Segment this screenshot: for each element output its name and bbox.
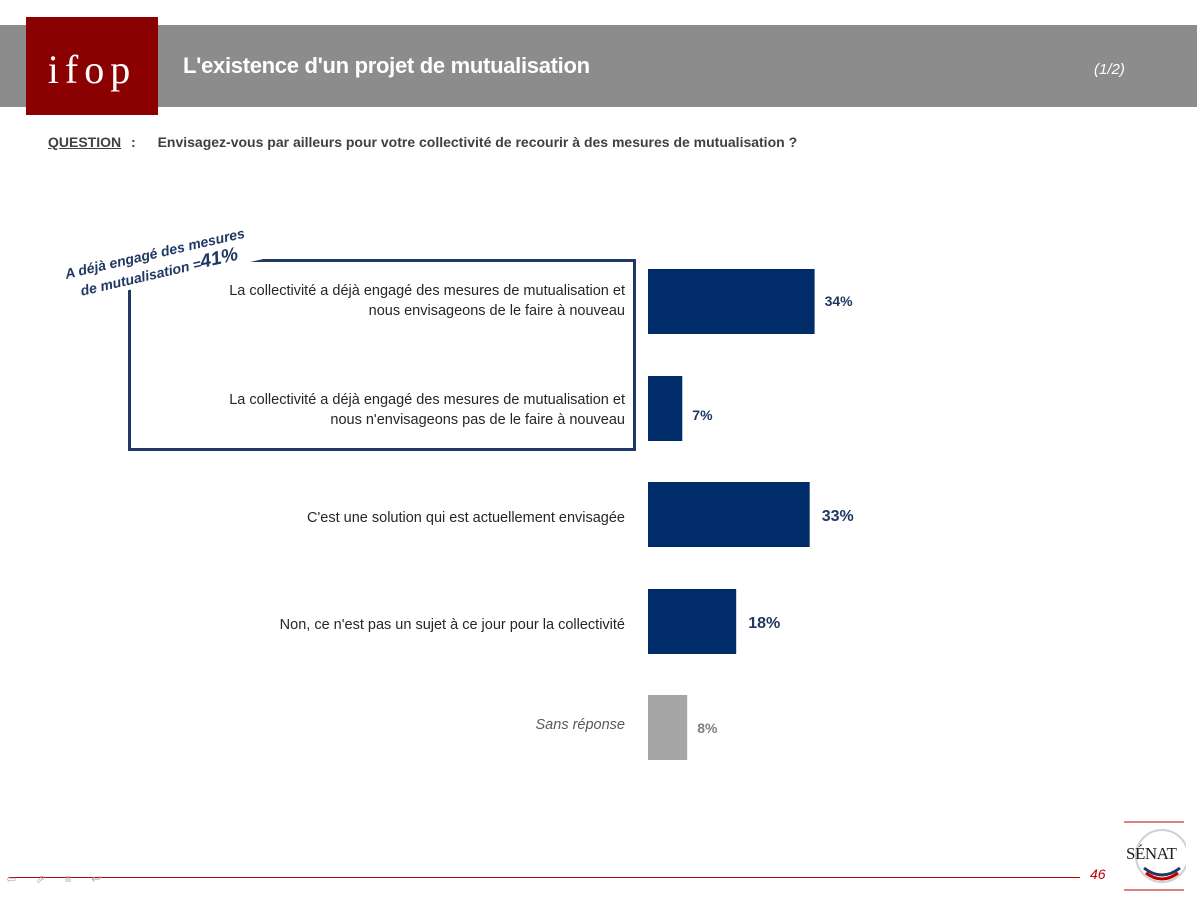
value-label-5: 8% xyxy=(697,720,718,736)
category-label-1-line-1: La collectivité a déjà engagé des mesure… xyxy=(229,283,625,299)
category-label-2-line-1: La collectivité a déjà engagé des mesure… xyxy=(229,392,625,408)
question-separator: : xyxy=(131,134,136,150)
nav-arrows-icon: ⇦ ⇗ ≡ ↩ xyxy=(6,872,110,886)
footer-line xyxy=(8,877,1080,878)
category-label-5-line-1: Sans réponse xyxy=(535,717,625,733)
category-label-2: La collectivité a déjà engagé des mesure… xyxy=(229,390,625,430)
page-number: 46 xyxy=(1090,866,1106,882)
bar-4 xyxy=(648,589,737,654)
value-label-1: 34% xyxy=(825,293,854,309)
senat-logo-text: SÉNAT xyxy=(1126,844,1177,863)
value-label-4: 18% xyxy=(748,615,780,632)
category-label-4-line-1: Non, ce n'est pas un sujet à ce jour pou… xyxy=(279,616,625,633)
question-text: Envisagez-vous par ailleurs pour votre c… xyxy=(157,134,798,150)
category-label-2-line-2: nous n'envisageons pas de le faire à nou… xyxy=(330,412,625,428)
page-part-indicator: (1/2) xyxy=(1094,61,1125,78)
bar-5 xyxy=(648,695,688,760)
senat-logo-icon xyxy=(1124,821,1186,891)
category-label-1: La collectivité a déjà engagé des mesure… xyxy=(229,281,625,321)
bar-3 xyxy=(648,482,810,547)
category-label-3: C'est une solution qui est actuellement … xyxy=(307,508,625,528)
group-bracket-box xyxy=(128,259,636,451)
logo-text: ifop xyxy=(48,47,136,92)
question-line: QUESTION : Envisagez-vous par ailleurs p… xyxy=(48,134,797,150)
page-title: L'existence d'un projet de mutualisation xyxy=(183,53,590,78)
bar-2 xyxy=(648,376,683,441)
category-label-1-line-2: nous envisageons de le faire à nouveau xyxy=(368,303,625,319)
value-label-3: 33% xyxy=(822,508,854,525)
value-label-2: 7% xyxy=(692,407,713,423)
ifop-logo: ifop xyxy=(26,17,158,115)
bar-1 xyxy=(648,269,815,334)
category-label-4: Non, ce n'est pas un sujet à ce jour pou… xyxy=(280,615,625,635)
category-label-5: Sans réponse xyxy=(536,715,625,735)
header-bar xyxy=(0,25,1197,107)
question-label: QUESTION xyxy=(48,134,122,150)
category-label-3-line-1: C'est une solution qui est actuellement … xyxy=(307,509,625,526)
